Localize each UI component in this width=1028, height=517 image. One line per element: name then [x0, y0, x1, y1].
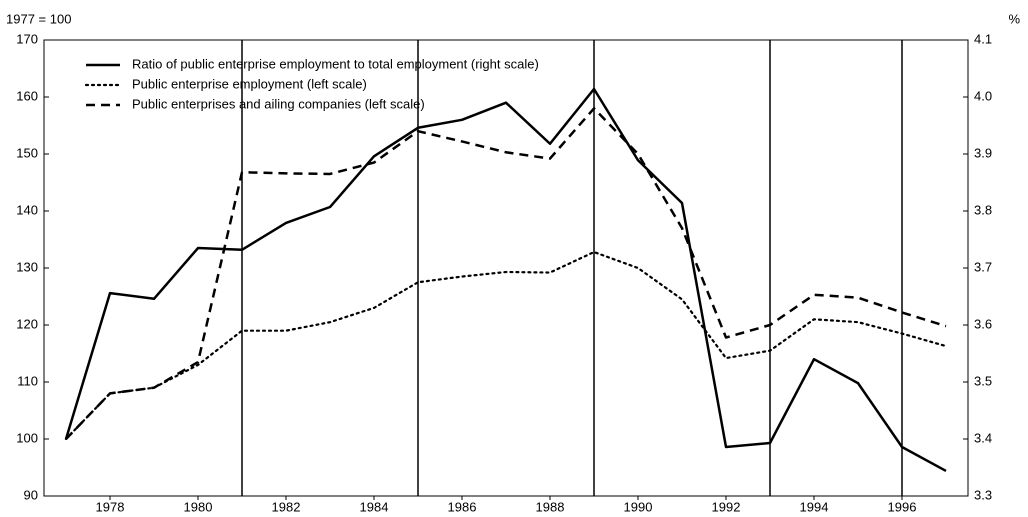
y2-tick-label: 4.0 [974, 88, 992, 103]
x-tick-label: 1994 [800, 499, 829, 514]
legend-label: Public enterprise employment (left scale… [132, 76, 367, 91]
y2-tick-label: 3.7 [974, 259, 992, 274]
x-tick-label: 1988 [536, 499, 565, 514]
x-tick-label: 1996 [888, 499, 917, 514]
x-tick-label: 1990 [624, 499, 653, 514]
y-tick-label: 150 [16, 145, 38, 160]
legend-label: Ratio of public enterprise employment to… [132, 56, 539, 71]
y2-tick-label: 3.5 [974, 373, 992, 388]
y-tick-label: 130 [16, 259, 38, 274]
y2-axis-label: % [1008, 11, 1020, 26]
x-tick-label: 1992 [712, 499, 741, 514]
y2-tick-label: 3.6 [974, 316, 992, 331]
y-tick-label: 170 [16, 31, 38, 46]
series-line [64, 87, 947, 473]
x-tick-label: 1984 [360, 499, 389, 514]
y2-tick-label: 4.1 [974, 31, 992, 46]
x-tick-label: 1986 [448, 499, 477, 514]
y2-tick-label: 3.9 [974, 145, 992, 160]
x-tick-label: 1982 [272, 499, 301, 514]
x-tick-label: 1980 [184, 499, 213, 514]
y-axis-label: 1977 = 100 [6, 11, 71, 26]
y-tick-label: 90 [24, 487, 38, 502]
y-tick-label: 140 [16, 202, 38, 217]
y-tick-label: 160 [16, 88, 38, 103]
y-tick-label: 120 [16, 316, 38, 331]
y-tick-label: 100 [16, 430, 38, 445]
series-line [64, 250, 948, 441]
y-tick-label: 110 [17, 373, 38, 388]
y2-tick-label: 3.8 [974, 202, 992, 217]
y2-tick-label: 3.4 [974, 430, 992, 445]
legend-label: Public enterprises and ailing companies … [132, 96, 425, 111]
x-tick-label: 1978 [96, 499, 125, 514]
y2-tick-label: 3.3 [974, 487, 992, 502]
series-line [65, 107, 947, 440]
